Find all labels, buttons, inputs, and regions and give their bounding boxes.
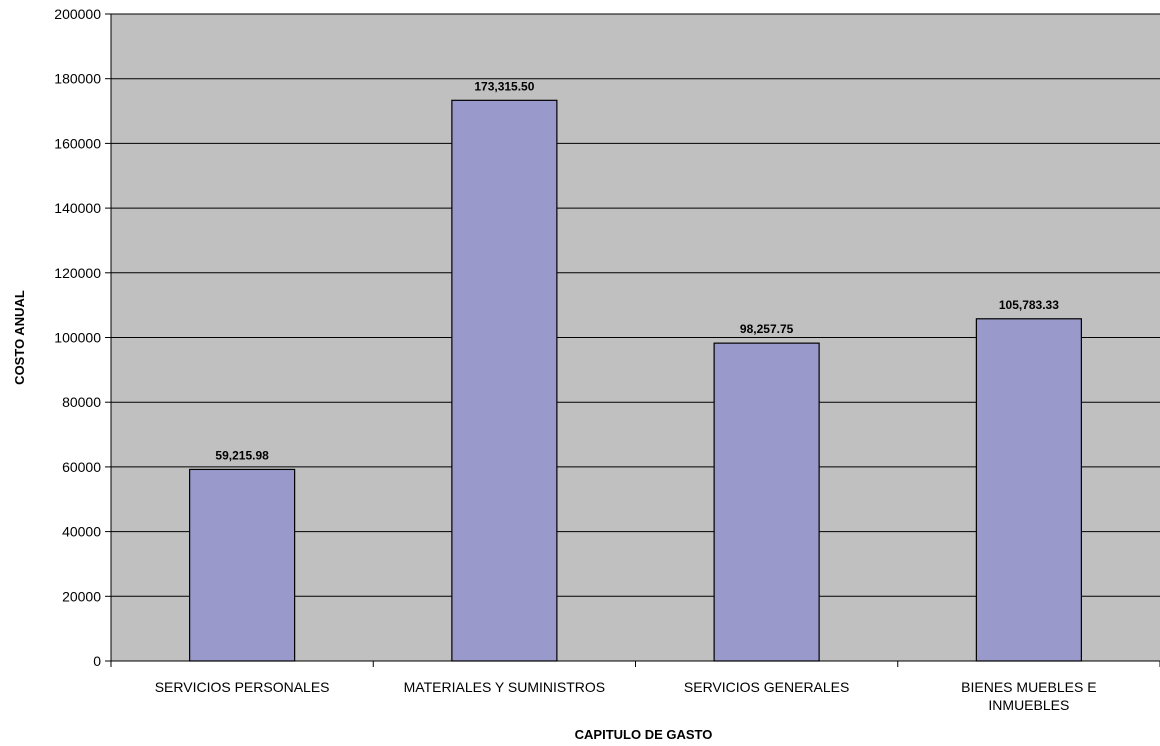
x-category-label: MATERIALES Y SUMINISTROS: [404, 679, 606, 695]
axes: [105, 13, 1160, 667]
y-tick-label: 180000: [54, 71, 101, 87]
y-axis-title: COSTO ANUAL: [12, 290, 27, 385]
bar: [713, 342, 820, 662]
y-tick-label: 60000: [62, 459, 101, 475]
bar: [975, 318, 1082, 662]
labels: 0 20000 40000 60000 80000 100000 120000 140000 1…: [54, 6, 1096, 713]
y-tick-label: 140000: [54, 200, 101, 216]
y-tick-label: 200000: [54, 6, 101, 22]
data-label: 105,783.33: [999, 298, 1059, 312]
y-tick-label: 40000: [62, 524, 101, 540]
y-tick-label: 80000: [62, 394, 101, 410]
x-axis-title: CAPITULO DE GASTO: [575, 727, 713, 742]
y-tick-label: 120000: [54, 265, 101, 281]
data-label: 173,315.50: [474, 79, 534, 93]
x-category-label: SERVICIOS GENERALES: [684, 679, 849, 695]
x-category-label: INMUEBLES: [988, 697, 1069, 713]
y-tick-label: 0: [93, 653, 101, 669]
gridlines: [111, 13, 1160, 597]
y-tick-label: 20000: [62, 588, 101, 604]
data-label: 98,257.75: [740, 322, 794, 336]
x-category-label: BIENES MUEBLES E: [961, 679, 1096, 695]
y-tick-label: 100000: [54, 330, 101, 346]
bar: [189, 468, 296, 662]
y-tick-label: 160000: [54, 135, 101, 151]
x-category-label: SERVICIOS PERSONALES: [155, 679, 330, 695]
bar: [451, 99, 558, 662]
data-label: 59,215.98: [215, 448, 269, 462]
bars: [189, 99, 1082, 662]
